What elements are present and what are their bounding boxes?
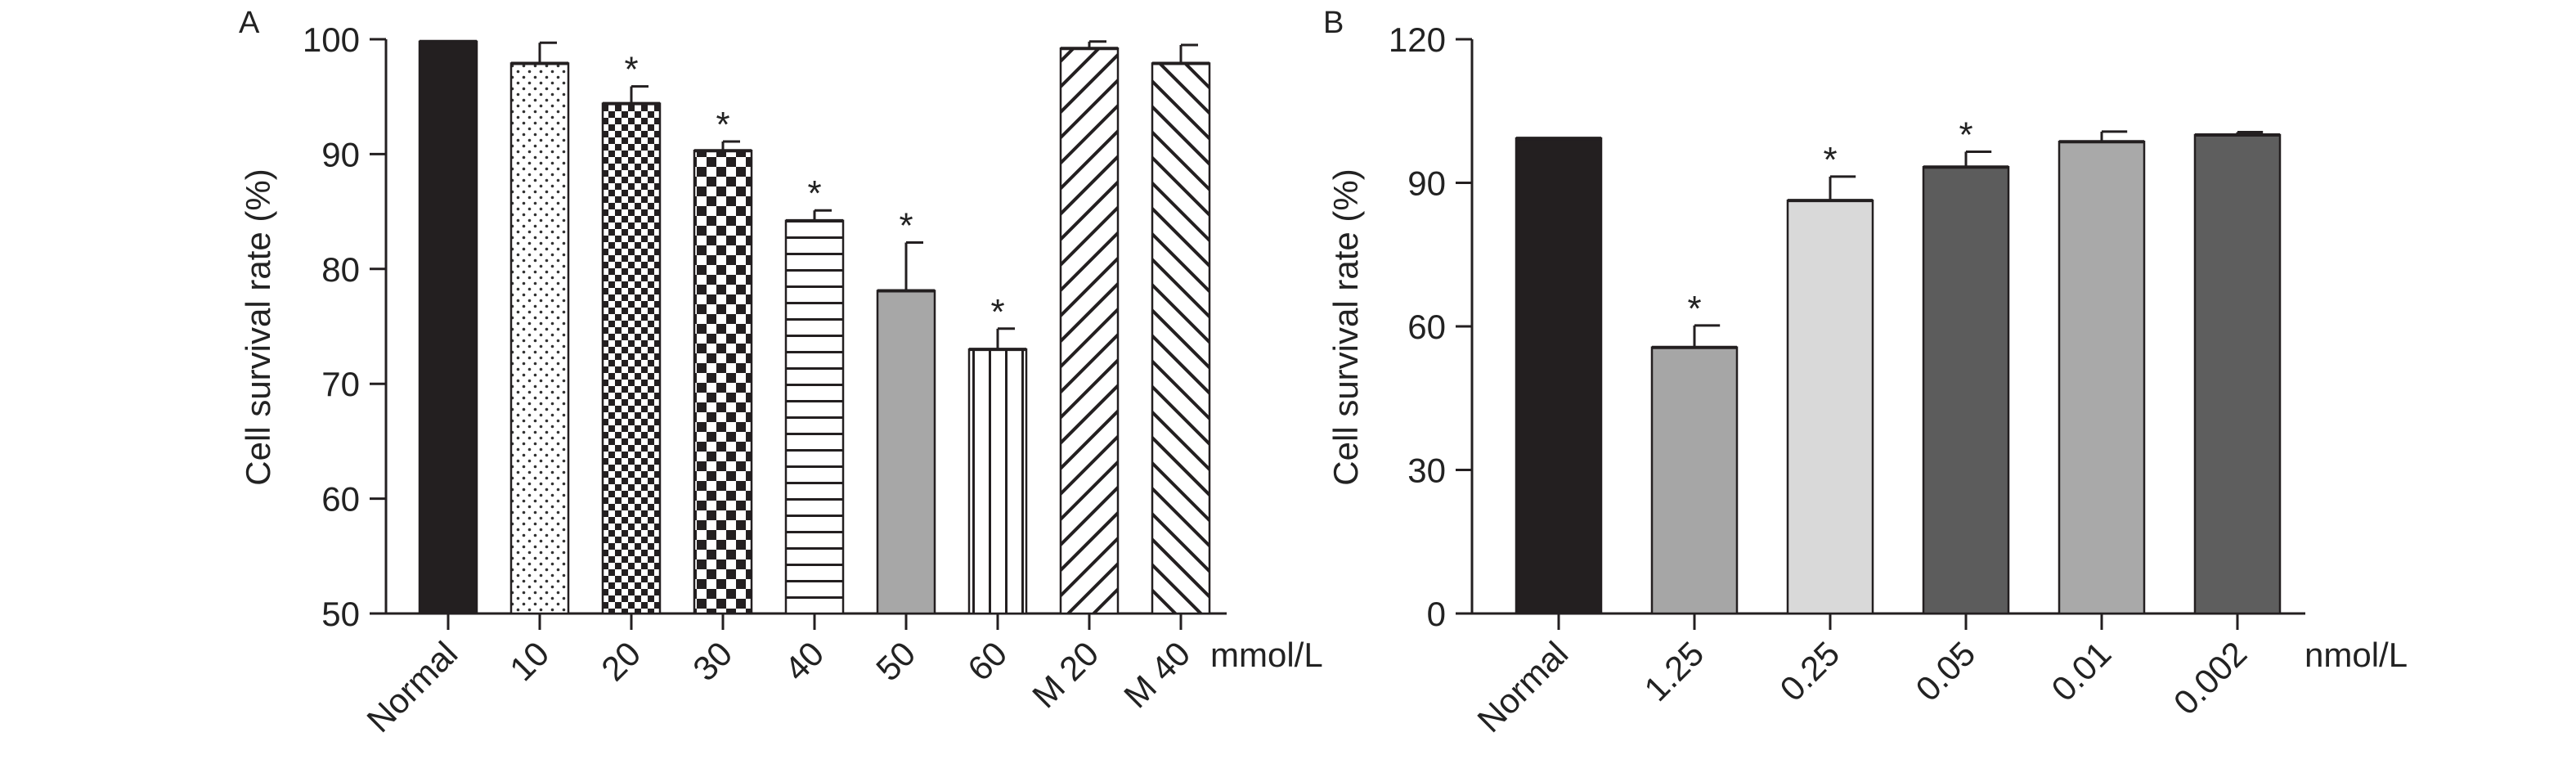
panel-a-x-tick-label: M 40 [1116,634,1197,715]
panel-a-x-tick-label: 30 [685,634,739,688]
panel-b-bar [1515,137,1603,615]
panel-a-bar [509,62,570,615]
panel-a-bar [1059,47,1120,615]
panel-b-marks: 0 30 60 90 120 Normal * 1.25 * 0.25 * 0.05 0.01 0.002 [1389,20,2305,739]
panel-b-y-tick-label: 30 [1407,452,1446,490]
panel-b-x-tick-label: 0.01 [2044,634,2118,708]
panel-a-x-tick-label: 10 [502,634,556,688]
panel-a-x-tick-label: 20 [594,634,648,688]
panel-a-y-tick-label: 50 [321,595,360,633]
panel-a-y-tick-label: 90 [321,135,360,173]
panel-a-x-tick-label: 40 [777,634,831,688]
panel-b-y-axis-label: Cell survival rate (%) [1326,169,1365,485]
panel-b-y-tick-label: 120 [1389,20,1446,59]
panel-b-x-tick-label: 0.05 [1908,634,1982,708]
panel-a-bar [693,149,753,615]
panel-b-significance-mark: * [1823,140,1837,180]
panel-a-y-axis-label: Cell survival rate (%) [239,169,277,485]
panel-b-x-tick-label: 1.25 [1636,634,1711,708]
panel-a-significance-mark: * [716,105,729,145]
panel-a-x-tick-label: 60 [960,634,1014,688]
panel-a-x-tick-label: Normal [359,634,464,739]
panel-a-bar [784,219,845,615]
panel-b-y-tick-label: 60 [1407,308,1446,346]
panel-b-bar [2058,140,2146,615]
panel-b-bar [1650,346,1739,615]
panel-a-significance-mark: * [899,206,913,246]
panel-b-bar [1786,199,1874,615]
panel-a-bar [967,348,1028,615]
panel-a-x-tick-label: M 20 [1025,634,1106,715]
panel-a-bar [1151,62,1211,615]
panel-b-bar [2193,133,2282,615]
panel-a-y-tick-label: 60 [321,480,360,519]
panel-a-y-tick-label: 80 [321,250,360,289]
panel-a-bar [601,102,662,615]
panel-b-x-tick-label: 0.25 [1772,634,1847,708]
panel-b-unit-label: nmol/L [2304,636,2408,674]
panel-a-letter: A [239,6,260,40]
panel-b-bar [1922,165,2010,615]
panel-a-unit-label: mmol/L [1210,636,1323,674]
panel-b-x-tick-label: 0.002 [2166,634,2255,722]
panel-a-significance-mark: * [990,292,1004,332]
panel-a-significance-mark: * [807,173,821,213]
panel-a-bar [418,40,478,615]
panel-a-bar [876,290,936,615]
panel-b-significance-mark: * [1687,289,1701,329]
panel-b-y-tick-label: 0 [1427,595,1446,633]
panel-b-y-tick-label: 90 [1407,164,1446,203]
panel-a-y-tick-label: 100 [303,20,360,59]
panel-b-significance-mark: * [1959,115,1972,155]
panel-a-significance-mark: * [624,50,638,90]
panel-b-letter: B [1323,6,1344,40]
panel-a-y-tick-label: 70 [321,365,360,403]
panel-a-x-tick-label: 50 [868,634,922,688]
panel-b-chart: B 0 30 60 90 120 Normal * 1.25 * 0.25 * 0.05 0.01 0.0… [1323,6,2408,739]
panel-b-x-tick-label: Normal [1470,634,1575,739]
